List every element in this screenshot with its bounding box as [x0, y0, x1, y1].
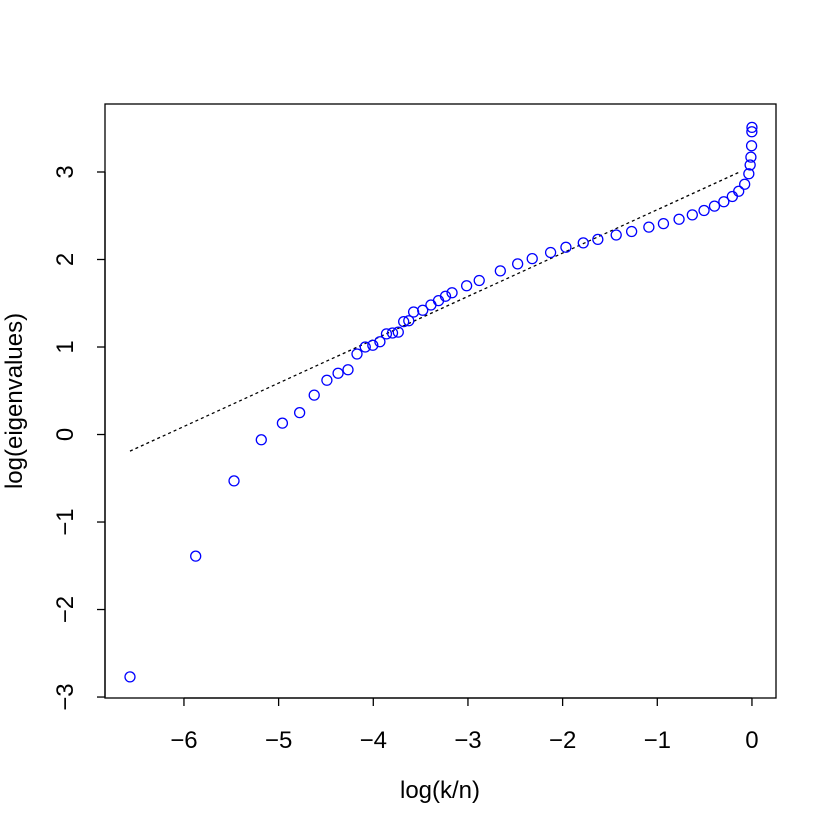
- data-point: [526, 252, 538, 265]
- data-point: [739, 178, 751, 190]
- data-point: [625, 225, 638, 238]
- y-tick-label: −2: [52, 596, 79, 623]
- data-point: [743, 168, 755, 180]
- data-point: [380, 328, 393, 340]
- data-point: [386, 327, 399, 339]
- data-point: [190, 550, 202, 562]
- data-point: [439, 290, 452, 302]
- data-point: [733, 185, 745, 197]
- data-point: [308, 389, 320, 401]
- data-point: [512, 258, 524, 270]
- y-tick-label: −1: [52, 508, 79, 535]
- x-tick-label: −6: [170, 727, 197, 754]
- data-point: [293, 406, 306, 419]
- data-point: [643, 221, 655, 233]
- x-axis-label: log(k/n): [400, 777, 480, 804]
- data-point: [374, 336, 386, 348]
- data-point: [446, 287, 458, 299]
- data-point: [255, 434, 267, 446]
- data-point: [359, 341, 371, 353]
- data-point: [460, 280, 473, 292]
- x-tick-label: −5: [265, 727, 292, 754]
- data-point: [718, 196, 730, 208]
- x-tick-label: −4: [360, 727, 387, 754]
- data-point: [342, 364, 354, 376]
- data-point: [610, 229, 622, 241]
- data-point: [745, 151, 757, 163]
- data-point: [403, 315, 415, 327]
- data-point: [351, 348, 363, 360]
- data-point: [425, 299, 437, 311]
- data-point: [745, 140, 758, 152]
- data-point: [673, 213, 685, 225]
- data-point: [473, 274, 485, 287]
- data-point: [494, 265, 506, 277]
- data-point: [746, 126, 758, 138]
- data-point: [544, 246, 557, 259]
- y-tick-label: 2: [52, 253, 79, 266]
- data-point: [392, 326, 404, 338]
- y-axis-label: log(eigenvalues): [1, 313, 28, 489]
- data-point: [276, 417, 289, 429]
- y-tick-label: 3: [52, 165, 79, 178]
- data-point: [592, 233, 604, 246]
- y-tick-label: 0: [52, 428, 79, 441]
- x-tick-label: −3: [454, 727, 481, 754]
- data-point: [708, 200, 721, 212]
- y-tick-label: −3: [52, 683, 79, 710]
- data-point: [407, 306, 420, 318]
- x-tick-label: −1: [644, 727, 671, 754]
- data-point: [577, 237, 589, 249]
- data-point: [228, 475, 240, 487]
- reference-line: [129, 171, 740, 452]
- data-point: [657, 217, 670, 230]
- x-tick-label: 0: [745, 727, 758, 754]
- data-point: [398, 315, 410, 328]
- data-point: [686, 209, 698, 221]
- data-point: [367, 339, 379, 351]
- data-point: [321, 374, 333, 386]
- data-point: [332, 367, 344, 379]
- data-point: [417, 304, 429, 316]
- data-point: [124, 671, 136, 683]
- data-point: [698, 204, 710, 217]
- x-tick-label: −2: [549, 727, 576, 754]
- data-point: [560, 241, 572, 253]
- data-point: [746, 121, 758, 134]
- y-tick-label: 1: [52, 340, 79, 353]
- data-point: [744, 159, 756, 171]
- data-point: [726, 190, 739, 203]
- plot-frame: [104, 103, 777, 699]
